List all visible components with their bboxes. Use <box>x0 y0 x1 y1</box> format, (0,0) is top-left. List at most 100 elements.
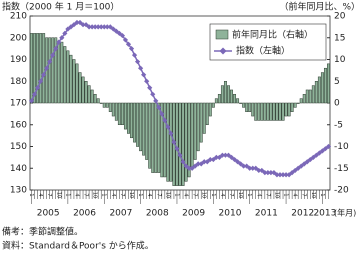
marker <box>83 22 89 28</box>
bar <box>60 41 64 104</box>
y-tick-label: 190 <box>10 55 27 65</box>
marker <box>180 159 186 165</box>
bar <box>99 102 103 104</box>
bar <box>87 85 91 104</box>
bar <box>114 102 118 121</box>
bar <box>223 81 227 104</box>
y2-tick-label: 20 <box>334 12 346 22</box>
marker <box>92 24 98 30</box>
x-year-label: 2007 <box>109 209 132 219</box>
marker <box>89 24 95 30</box>
marker <box>307 156 313 163</box>
marker <box>304 159 310 165</box>
bar <box>78 72 82 104</box>
bar <box>302 94 306 104</box>
marker <box>80 22 86 28</box>
marker <box>101 24 107 30</box>
bar <box>102 102 106 108</box>
bar <box>263 102 267 121</box>
marker <box>74 19 80 26</box>
marker <box>174 146 180 152</box>
bar <box>275 102 279 121</box>
x-month-label: 10 <box>55 192 61 198</box>
x-year-label: 2006 <box>73 209 96 219</box>
bar <box>278 102 282 121</box>
marker <box>98 24 104 30</box>
marker <box>195 161 201 167</box>
bar <box>193 102 197 160</box>
y2-tick-label: 5 <box>334 77 340 87</box>
marker <box>204 159 210 165</box>
bar <box>175 102 179 186</box>
marker <box>301 161 307 167</box>
bar <box>233 94 237 104</box>
marker <box>213 154 219 160</box>
x-month-label: 7 <box>46 193 52 196</box>
marker <box>131 52 138 58</box>
x-month-label: 1 <box>246 193 252 196</box>
marker <box>107 24 113 30</box>
bar <box>178 102 182 186</box>
bar <box>242 102 246 108</box>
marker <box>216 154 222 160</box>
marker <box>150 91 156 97</box>
x-month-label: 4 <box>219 193 225 196</box>
marker <box>65 26 71 32</box>
x-month-label: 10 <box>92 192 98 198</box>
marker <box>283 172 289 178</box>
y2-tick-label: 0 <box>334 99 340 109</box>
x-month-label: 1 <box>137 193 143 196</box>
marker <box>319 148 326 154</box>
bar <box>90 89 94 104</box>
marker <box>171 139 177 145</box>
legend-box <box>209 23 327 61</box>
marker <box>119 32 126 39</box>
bar <box>227 85 230 104</box>
x-year-label: 2010 <box>219 209 242 219</box>
y2-tick-label: -5 <box>334 120 343 130</box>
bar <box>317 76 321 104</box>
marker <box>41 72 47 78</box>
bar <box>72 59 76 104</box>
x-year-label: 2011 <box>255 209 278 219</box>
bar <box>63 46 67 104</box>
legend: 前年同月比（右軸） 指数（左軸） <box>209 23 327 61</box>
marker <box>38 78 44 84</box>
x-month-label: 10 <box>128 192 134 198</box>
marker <box>183 163 189 169</box>
bar <box>181 102 185 186</box>
marker <box>138 65 144 71</box>
x-month-label: 4 <box>110 193 116 196</box>
marker <box>50 52 56 58</box>
x-month-label: 7 <box>119 193 125 196</box>
bar <box>108 102 112 112</box>
bar <box>311 85 315 104</box>
marker <box>225 152 232 158</box>
marker <box>189 165 195 171</box>
bar <box>127 102 130 134</box>
marker <box>210 156 216 163</box>
marker <box>162 117 168 123</box>
bar <box>323 67 327 104</box>
x-month-label: 1 <box>173 193 179 196</box>
bar <box>217 94 221 104</box>
bar <box>208 102 212 117</box>
bar <box>254 102 258 121</box>
x-year-label: 2013 <box>313 209 336 219</box>
marker <box>259 167 265 174</box>
marker <box>316 150 322 156</box>
marker <box>62 30 68 36</box>
legend-label: 指数（左軸） <box>236 45 290 57</box>
bar <box>145 102 149 160</box>
bar <box>105 102 109 108</box>
x-month-label: 1 <box>64 193 70 196</box>
marker <box>31 91 38 97</box>
bar <box>139 102 143 152</box>
bar <box>123 102 127 130</box>
marker <box>256 167 262 174</box>
marker <box>292 167 298 174</box>
y-tick-label: 160 <box>10 120 27 130</box>
bar <box>93 94 97 104</box>
bar <box>148 102 152 169</box>
bar <box>157 102 161 173</box>
